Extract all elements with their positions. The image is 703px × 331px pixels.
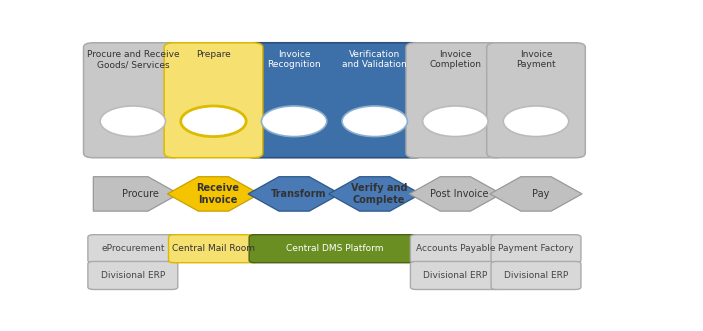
- Circle shape: [100, 106, 165, 137]
- FancyBboxPatch shape: [249, 235, 420, 263]
- Text: Procure and Receive
Goods/ Services: Procure and Receive Goods/ Services: [86, 50, 179, 69]
- Circle shape: [262, 106, 327, 137]
- Text: Prepare: Prepare: [196, 50, 231, 59]
- FancyBboxPatch shape: [411, 235, 501, 263]
- Text: Pay: Pay: [531, 189, 549, 199]
- Text: Transform: Transform: [271, 189, 326, 199]
- Polygon shape: [490, 177, 582, 211]
- FancyBboxPatch shape: [169, 235, 259, 263]
- Circle shape: [181, 106, 246, 137]
- Polygon shape: [93, 177, 179, 211]
- Text: Verification
and Validation: Verification and Validation: [342, 50, 407, 69]
- Polygon shape: [409, 177, 501, 211]
- Text: Procure: Procure: [122, 189, 159, 199]
- Text: Invoice
Payment: Invoice Payment: [516, 50, 556, 69]
- Text: Invoice
Completion: Invoice Completion: [430, 50, 482, 69]
- Text: Accounts Payable: Accounts Payable: [415, 244, 495, 253]
- Text: Divisional ERP: Divisional ERP: [504, 271, 568, 280]
- FancyBboxPatch shape: [165, 43, 263, 158]
- Text: Payment Factory: Payment Factory: [498, 244, 574, 253]
- Polygon shape: [167, 177, 259, 211]
- Polygon shape: [248, 177, 340, 211]
- FancyBboxPatch shape: [491, 261, 581, 290]
- Circle shape: [423, 106, 488, 137]
- Text: Post Invoice: Post Invoice: [430, 189, 489, 199]
- FancyBboxPatch shape: [486, 43, 586, 158]
- FancyBboxPatch shape: [88, 261, 178, 290]
- Circle shape: [342, 106, 408, 137]
- Text: Central DMS Platform: Central DMS Platform: [285, 244, 383, 253]
- Text: eProcurement: eProcurement: [101, 244, 165, 253]
- Text: Divisional ERP: Divisional ERP: [101, 271, 165, 280]
- FancyBboxPatch shape: [411, 261, 501, 290]
- FancyBboxPatch shape: [84, 43, 182, 158]
- Text: Invoice
Recognition: Invoice Recognition: [267, 50, 321, 69]
- FancyBboxPatch shape: [88, 235, 178, 263]
- FancyBboxPatch shape: [406, 43, 505, 158]
- Polygon shape: [329, 177, 421, 211]
- Text: Central Mail Room: Central Mail Room: [172, 244, 255, 253]
- Circle shape: [503, 106, 569, 137]
- FancyBboxPatch shape: [245, 43, 424, 158]
- Text: Divisional ERP: Divisional ERP: [423, 271, 487, 280]
- Text: Verify and
Complete: Verify and Complete: [351, 183, 407, 205]
- Text: Receive
Invoice: Receive Invoice: [196, 183, 239, 205]
- FancyBboxPatch shape: [491, 235, 581, 263]
